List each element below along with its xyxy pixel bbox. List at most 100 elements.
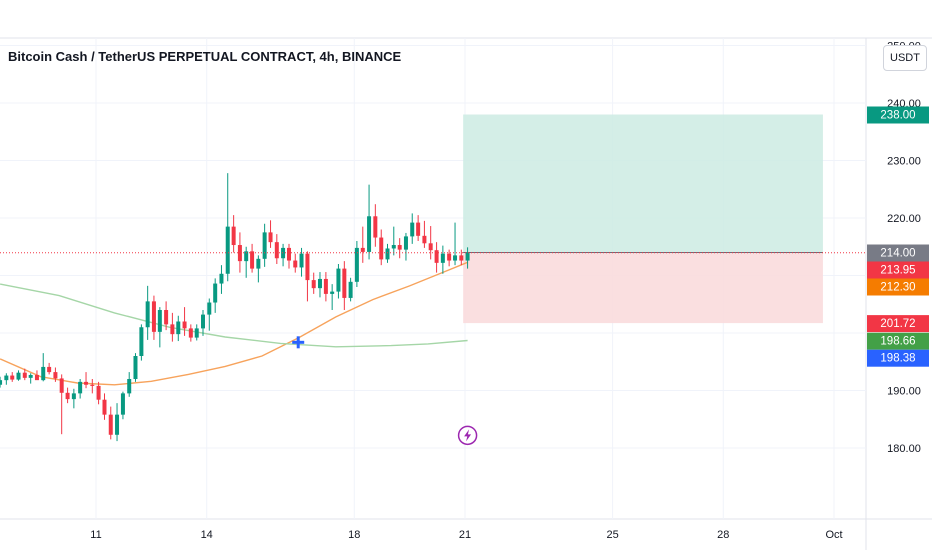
candle-body bbox=[360, 247, 365, 252]
price-tag-bg bbox=[867, 106, 929, 124]
candle bbox=[90, 379, 95, 394]
candle bbox=[133, 353, 138, 382]
sma_slow-line bbox=[0, 283, 468, 348]
candle-body bbox=[145, 301, 150, 328]
candle-body bbox=[354, 247, 359, 282]
candle-body bbox=[397, 245, 402, 250]
candle-body bbox=[391, 245, 396, 249]
candle bbox=[164, 301, 169, 331]
candle-body bbox=[237, 245, 242, 262]
price-tag-label: 213.95 bbox=[880, 265, 915, 277]
candle-body bbox=[274, 242, 279, 259]
candle bbox=[102, 393, 107, 420]
candle bbox=[447, 249, 452, 267]
price-tick-label: 230.00 bbox=[887, 156, 921, 168]
candle bbox=[262, 223, 267, 267]
candle bbox=[330, 284, 335, 310]
candle bbox=[244, 246, 249, 278]
candle-body bbox=[170, 324, 175, 335]
candle-body bbox=[133, 356, 138, 379]
time-tick-label: 18 bbox=[348, 529, 360, 541]
candle-body bbox=[465, 252, 470, 261]
candle-body bbox=[188, 328, 193, 338]
cross-marker-v bbox=[296, 336, 300, 349]
candle bbox=[323, 272, 328, 302]
candle-body bbox=[120, 393, 125, 415]
candle bbox=[225, 173, 230, 282]
price-axis[interactable]: 180.00190.00220.00230.00240.00250.00238.… bbox=[867, 41, 929, 456]
loss-zone bbox=[463, 252, 823, 324]
candle-body bbox=[250, 251, 255, 269]
candle-body bbox=[219, 273, 224, 284]
candle-body bbox=[22, 372, 27, 378]
candle bbox=[428, 226, 433, 260]
candle bbox=[348, 277, 353, 302]
candle-body bbox=[281, 247, 286, 259]
candle bbox=[65, 387, 70, 404]
symbol-title[interactable]: Bitcoin Cash / TetherUS PERPETUAL CONTRA… bbox=[8, 49, 402, 64]
candle bbox=[115, 403, 120, 442]
candle bbox=[293, 253, 298, 273]
grid-lines bbox=[0, 37, 932, 550]
candle bbox=[385, 243, 390, 263]
time-tick-label: 28 bbox=[717, 529, 729, 541]
candle-body bbox=[416, 222, 421, 236]
candle bbox=[379, 229, 384, 266]
cross-marker bbox=[292, 336, 305, 349]
candle bbox=[78, 379, 83, 399]
candle-body bbox=[410, 222, 415, 237]
candle bbox=[397, 238, 402, 259]
candle-body bbox=[151, 301, 156, 332]
candle bbox=[145, 285, 150, 340]
candle bbox=[281, 243, 286, 267]
candle bbox=[47, 362, 52, 375]
candle-body bbox=[0, 380, 3, 385]
candle-body bbox=[157, 310, 162, 332]
candle-body bbox=[108, 414, 113, 435]
candle-body bbox=[164, 310, 169, 325]
candle bbox=[250, 243, 255, 273]
price-tag-label: 198.38 bbox=[880, 353, 915, 365]
candle-body bbox=[453, 255, 458, 261]
currency-button[interactable]: USDT bbox=[883, 45, 927, 71]
candle-body bbox=[201, 314, 206, 329]
price-tag: 212.30 bbox=[867, 278, 929, 296]
candle-body bbox=[90, 384, 95, 386]
candle-body bbox=[127, 379, 132, 394]
price-tag: 198.38 bbox=[867, 349, 929, 367]
candle-body bbox=[256, 258, 261, 269]
candle bbox=[188, 324, 193, 342]
candle bbox=[342, 261, 347, 310]
candle bbox=[256, 255, 261, 283]
candle bbox=[71, 388, 76, 409]
time-tick-label: 11 bbox=[90, 529, 101, 541]
position-zones[interactable] bbox=[463, 114, 823, 324]
candle bbox=[157, 307, 162, 348]
candle bbox=[120, 391, 125, 420]
lightning-icon-bolt bbox=[464, 429, 472, 442]
candle bbox=[422, 220, 427, 248]
candle bbox=[16, 370, 21, 381]
candle-body bbox=[323, 278, 328, 294]
candle bbox=[336, 264, 341, 299]
candle-body bbox=[28, 374, 33, 378]
time-axis[interactable]: 11 14 18 21 25 28 Oct bbox=[90, 529, 842, 541]
candle-body bbox=[194, 328, 199, 338]
candle-body bbox=[403, 236, 408, 250]
candle-body bbox=[47, 366, 52, 373]
candle-body bbox=[286, 247, 291, 261]
price-tag: 201.72 bbox=[867, 315, 929, 333]
candle-body bbox=[213, 283, 218, 303]
candle bbox=[286, 243, 291, 269]
price-tag-label: 201.72 bbox=[880, 318, 915, 330]
candle-body bbox=[348, 281, 353, 298]
candle bbox=[139, 324, 144, 361]
candle bbox=[0, 376, 3, 388]
price-tag-bg bbox=[867, 278, 929, 296]
price-tag-bg bbox=[867, 244, 929, 262]
price-tag-label: 212.30 bbox=[880, 282, 915, 294]
candle-body bbox=[459, 255, 464, 261]
candle bbox=[440, 245, 445, 274]
